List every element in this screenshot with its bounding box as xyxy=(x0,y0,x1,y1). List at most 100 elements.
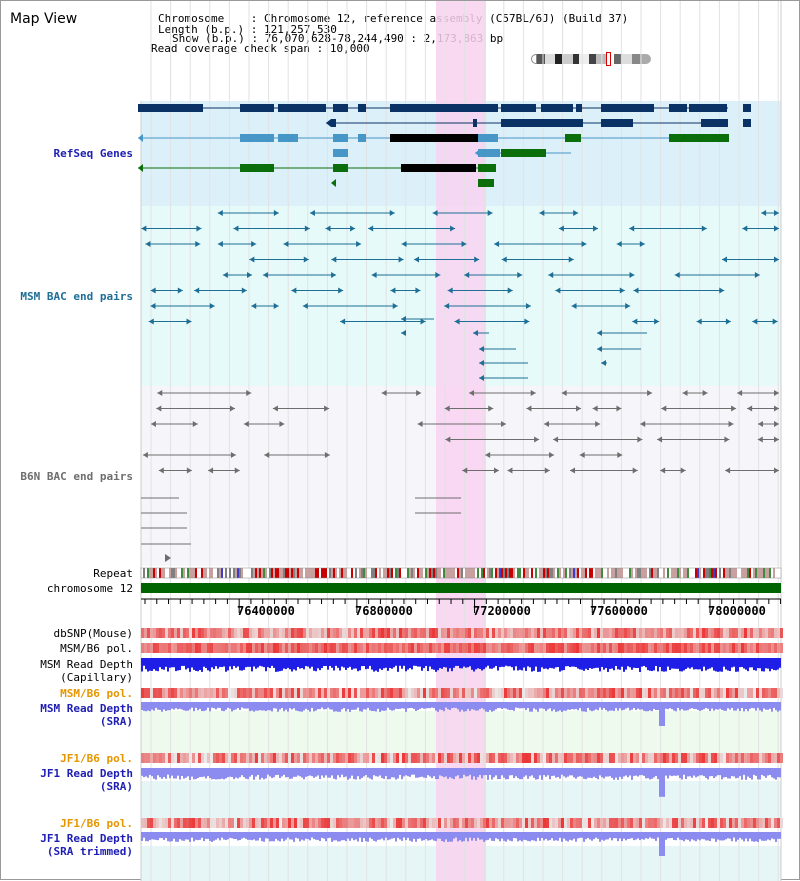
msm-depth-sra-bar xyxy=(183,702,185,711)
jf1-b6-pol-2-cell xyxy=(210,818,213,828)
jf1-depth-sra-bar xyxy=(687,768,689,777)
dbsnp-cell xyxy=(615,628,618,638)
jf1-depth-trim-bar xyxy=(209,832,211,841)
msm-depth-sra-bar xyxy=(427,702,429,709)
jf1-depth-trim-bar xyxy=(677,832,679,838)
repeat-mark xyxy=(565,568,567,578)
msm-depth-sra-bar xyxy=(665,702,667,709)
jf1-b6-pol-1-cell xyxy=(534,753,537,763)
track-label-b6n-bac[interactable]: B6N BAC end pairs xyxy=(20,470,133,483)
msm-depth-sra-bar xyxy=(407,702,409,709)
jf1-b6-pol-1-cell xyxy=(498,753,501,763)
chromosome-ideogram[interactable] xyxy=(531,52,651,66)
msm-depth-cap-bar xyxy=(161,658,163,670)
msm-b6-pol-1-cell xyxy=(759,643,762,653)
msm-bac-end xyxy=(548,272,554,278)
jf1-b6-pol-1-cell xyxy=(750,753,753,763)
msm-b6-pol-1-cell xyxy=(777,643,780,653)
msm-b6-pol-1-cell xyxy=(750,643,753,653)
msm-depth-cap-bar xyxy=(559,658,561,672)
dbsnp-cell xyxy=(351,628,354,638)
dbsnp-cell xyxy=(408,628,411,638)
jf1-depth-trim-bar xyxy=(185,832,187,840)
repeat-mark xyxy=(465,568,467,578)
dbsnp-cell xyxy=(762,628,765,638)
track-label-msm-depth-cap: MSM Read Depth (Capillary) xyxy=(40,658,133,684)
msm-depth-cap-bar xyxy=(297,658,299,668)
msm-depth-sra-bar xyxy=(737,702,739,709)
jf1-depth-trim-bar xyxy=(229,832,231,838)
msm-b6-pol-2-cell xyxy=(312,688,315,698)
jf1-b6-pol-1-cell xyxy=(567,753,570,763)
msm-depth-cap-bar xyxy=(721,658,723,672)
jf1-b6-pol-2-cell xyxy=(228,818,231,828)
jf1-b6-pol-2-cell xyxy=(480,818,483,828)
axis-tick-label: 76800000 xyxy=(355,604,413,618)
msm-b6-pol-2-cell xyxy=(297,688,300,698)
repeat-mark xyxy=(595,568,597,578)
jf1-depth-sra-bar xyxy=(361,768,363,778)
jf1-depth-sra-bar xyxy=(627,768,629,778)
jf1-depth-sra-bar xyxy=(689,768,691,777)
jf1-b6-pol-2-cell xyxy=(246,818,249,828)
refseq-gene-row2-exon xyxy=(501,119,571,127)
msm-bac-end xyxy=(444,303,450,309)
msm-depth-sra-bar xyxy=(501,702,503,709)
dbsnp-cell xyxy=(738,628,741,638)
msm-depth-cap-bar xyxy=(569,658,571,668)
jf1-depth-sra-bar xyxy=(691,768,693,778)
jf1-depth-trim-bar xyxy=(441,832,443,842)
msm-depth-sra-bar xyxy=(385,702,387,711)
jf1-depth-trim-bar xyxy=(671,832,673,839)
jf1-depth-sra-bar xyxy=(581,768,583,777)
track-label-refseq[interactable]: RefSeq Genes xyxy=(53,147,133,160)
repeat-mark xyxy=(585,568,587,578)
b6n-bac-end xyxy=(444,405,450,412)
msm-depth-sra-bar xyxy=(481,702,483,709)
dbsnp-cell xyxy=(516,628,519,638)
jf1-b6-pol-2-cell xyxy=(258,818,261,828)
jf1-b6-pol-1-cell xyxy=(351,753,354,763)
msm-depth-cap-bar xyxy=(695,658,697,670)
msm-depth-cap-bar xyxy=(769,658,771,672)
msm-depth-cap-bar xyxy=(763,658,765,672)
jf1-depth-trim-bar xyxy=(149,832,151,840)
jf1-b6-pol-2-cell xyxy=(501,818,504,828)
jf1-depth-sra-bar xyxy=(213,768,215,780)
jf1-depth-sra-bar xyxy=(653,768,655,778)
jf1-b6-pol-1-cell xyxy=(696,753,699,763)
msm-bac-end xyxy=(774,210,779,216)
msm-depth-sra-bar xyxy=(177,702,179,710)
jf1-b6-pol-1-cell xyxy=(657,753,660,763)
jf1-b6-pol-1-cell xyxy=(573,753,576,763)
refseq-gene-row2-exon xyxy=(615,119,633,127)
jf1-depth-sra-bar xyxy=(311,768,313,777)
jf1-depth-sra-bar xyxy=(655,768,657,776)
dbsnp-cell xyxy=(162,628,165,638)
repeat-mark xyxy=(201,568,203,578)
jf1-depth-sra-bar xyxy=(303,768,305,780)
dbsnp-cell xyxy=(681,628,684,638)
jf1-depth-sra-bar xyxy=(325,768,327,776)
msm-b6-pol-1-cell xyxy=(369,643,372,653)
jf1-depth-trim-bar xyxy=(237,832,239,841)
track-label-msm-bac[interactable]: MSM BAC end pairs xyxy=(20,290,133,303)
msm-b6-pol-2-cell xyxy=(561,688,564,698)
jf1-depth-trim-bar xyxy=(739,832,741,838)
msm-bac-end xyxy=(464,272,470,278)
jf1-b6-pol-1-cell xyxy=(756,753,759,763)
msm-bac-end xyxy=(593,225,599,232)
msm-depth-sra-bar xyxy=(637,702,639,709)
repeat-mark xyxy=(373,568,375,578)
b6n-bac-end xyxy=(731,405,737,412)
repeat-mark xyxy=(231,568,233,578)
msm-depth-cap-bar xyxy=(735,658,737,672)
msm-depth-sra-bar xyxy=(617,702,619,711)
msm-depth-sra-bar xyxy=(585,702,587,712)
msm-bac-end xyxy=(251,241,257,247)
jf1-depth-trim-bar xyxy=(173,832,175,839)
msm-depth-cap-bar xyxy=(449,658,451,669)
jf1-b6-pol-1-cell xyxy=(558,753,561,763)
jf1-b6-pol-2-cell xyxy=(300,818,303,828)
